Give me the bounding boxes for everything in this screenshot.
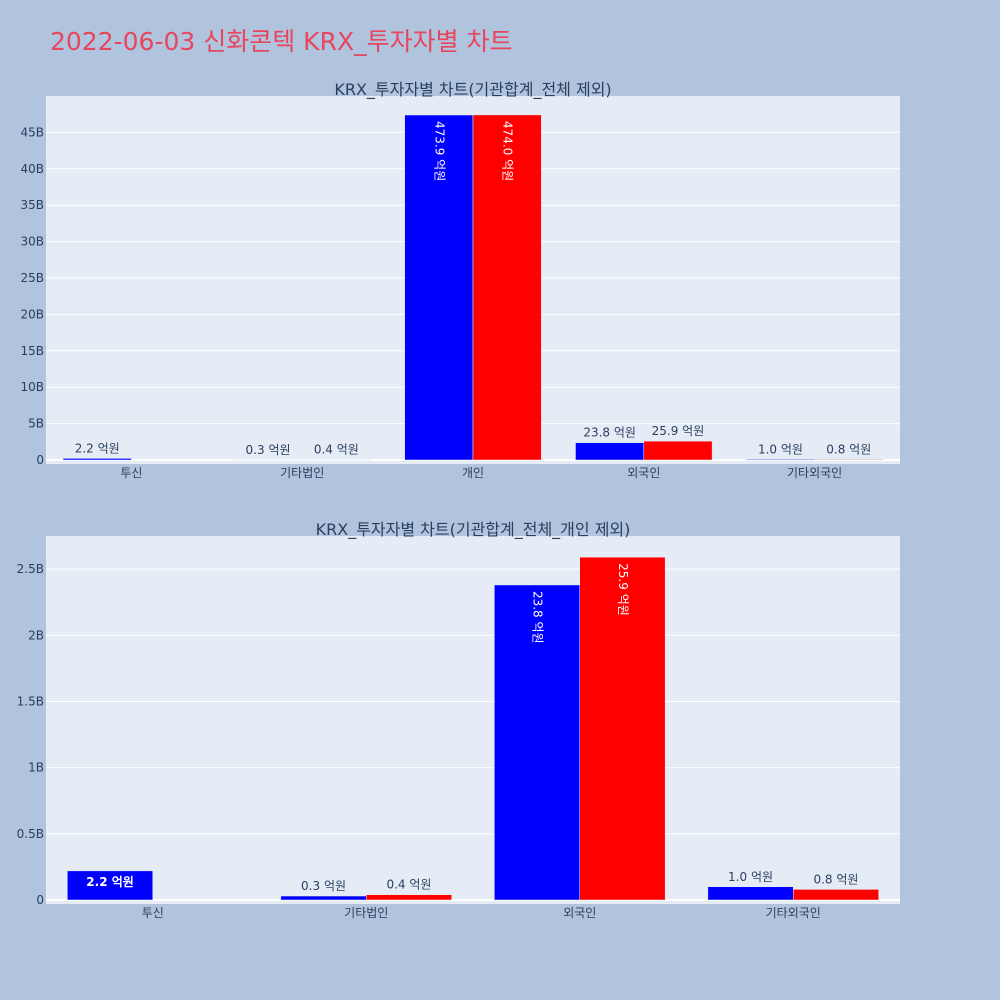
y-tick-label: 0.5B — [17, 827, 44, 841]
data-label: 0.3 억원 — [246, 443, 291, 457]
data-label: 23.8 억원 — [531, 591, 545, 644]
data-label: 0.8 억원 — [813, 872, 858, 886]
bar — [707, 886, 794, 901]
y-tick-label: 1.5B — [17, 694, 44, 708]
data-label: 1.0 억원 — [728, 870, 773, 884]
page-title: 2022-06-03 신화콘텍 KRX_투자자별 차트 — [50, 27, 513, 56]
x-tick-label: 기타법인 — [344, 906, 388, 920]
data-label: 473.9 억원 — [432, 121, 446, 181]
data-label: 25.9 억원 — [652, 424, 705, 438]
bar — [575, 442, 645, 461]
data-label: 25.9 억원 — [616, 563, 630, 616]
x-tick-label: 투신 — [120, 466, 142, 480]
chart-top: 0 5B 10B 15B 20B 25B 30B 35B 40B 45B KRX_투자자별 차트(기… — [20, 80, 900, 480]
bar — [404, 114, 474, 461]
x-tick-label: 투신 — [142, 906, 164, 920]
bar — [472, 114, 542, 461]
y-tick-label: 15B — [20, 344, 44, 358]
y-tick-label: 2B — [28, 628, 44, 642]
data-label: 1.0 억원 — [758, 442, 803, 456]
subplot-title: KRX_투자자별 차트(기관합계_전체 제외) — [334, 80, 611, 100]
chart-bottom: 0 0.5B 1B 1.5B 2B 2.5B KRX_투자자별 차트(기관합계_전체_개인 … — [17, 520, 900, 920]
y-tick-label: 10B — [20, 380, 44, 394]
y-tick-label: 30B — [20, 235, 44, 249]
y-tick-label: 40B — [20, 162, 44, 176]
data-label: 0.8 억원 — [826, 442, 871, 456]
y-tick-label: 1B — [28, 761, 44, 775]
y-tick-label: 25B — [20, 271, 44, 285]
bar — [814, 459, 884, 461]
y-tick-label: 20B — [20, 307, 44, 321]
data-label: 0.4 억원 — [314, 443, 359, 457]
bar — [793, 889, 879, 901]
data-label: 23.8 억원 — [583, 426, 636, 440]
data-label: 2.2 억원 — [75, 441, 120, 455]
bar — [494, 584, 581, 901]
data-label: 474.0 억원 — [501, 121, 515, 181]
data-label: 0.3 억원 — [301, 879, 346, 893]
x-tick-label: 기타외국인 — [766, 906, 821, 920]
y-tick-label: 0 — [36, 893, 44, 907]
x-tick-label: 외국인 — [563, 906, 596, 920]
y-tick-label: 2.5B — [17, 562, 44, 576]
plot-area — [46, 536, 900, 904]
subplot-title: KRX_투자자별 차트(기관합계_전체_개인 제외) — [316, 520, 631, 540]
data-label: 0.4 억원 — [386, 878, 431, 892]
bar — [643, 440, 713, 461]
y-tick-label: 35B — [20, 198, 44, 212]
y-tick-label: 5B — [28, 417, 44, 431]
bar — [366, 894, 452, 901]
y-tick-label: 0 — [36, 453, 44, 467]
bar — [67, 870, 153, 901]
y-tick-label: 45B — [20, 125, 44, 139]
bar — [280, 895, 367, 901]
x-tick-label: 기타외국인 — [787, 466, 842, 480]
x-tick-label: 외국인 — [627, 466, 660, 480]
x-tick-label: 개인 — [462, 466, 484, 480]
x-tick-label: 기타법인 — [280, 466, 324, 480]
bar — [746, 459, 815, 461]
bar — [579, 556, 666, 901]
data-label: 2.2 억원 — [86, 875, 134, 889]
bar — [62, 458, 132, 461]
